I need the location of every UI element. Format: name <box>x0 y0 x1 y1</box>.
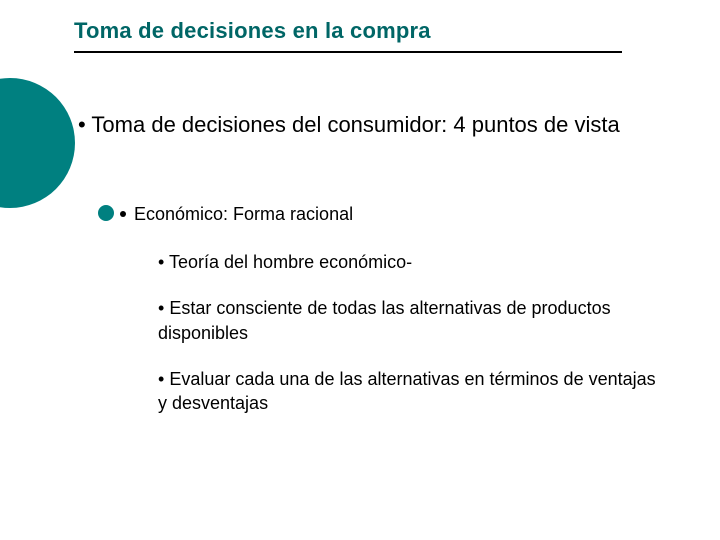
bullet-level3-item: • Estar consciente de todas las alternat… <box>158 296 658 345</box>
bullet-marker: • <box>78 112 86 137</box>
bullet-level1: • Toma de decisiones del consumidor: 4 p… <box>78 110 638 140</box>
bullet-marker-disc <box>120 211 126 217</box>
bullet-text: Estar consciente de todas las alternativ… <box>158 298 611 342</box>
bullet-text: Toma de decisiones del consumidor: 4 pun… <box>91 112 619 137</box>
decor-circle-large <box>0 78 75 208</box>
bullet-text: Económico: Forma racional <box>134 204 353 224</box>
bullet-level3-group: • Teoría del hombre económico- • Estar c… <box>158 250 658 437</box>
title-underline <box>74 51 622 53</box>
bullet-text: Evaluar cada una de las alternativas en … <box>158 369 656 413</box>
bullet-level3-item: • Teoría del hombre económico- <box>158 250 658 274</box>
bullet-marker: • <box>158 252 164 272</box>
bullet-text: Teoría del hombre económico- <box>169 252 412 272</box>
slide-title: Toma de decisiones en la compra <box>74 18 431 44</box>
bullet-level3-item: • Evaluar cada una de las alternativas e… <box>158 367 658 416</box>
bullet-marker: • <box>158 298 164 318</box>
bullet-marker: • <box>158 369 164 389</box>
bullet-level2: Económico: Forma racional <box>120 204 640 225</box>
decor-circle-small <box>98 205 114 221</box>
